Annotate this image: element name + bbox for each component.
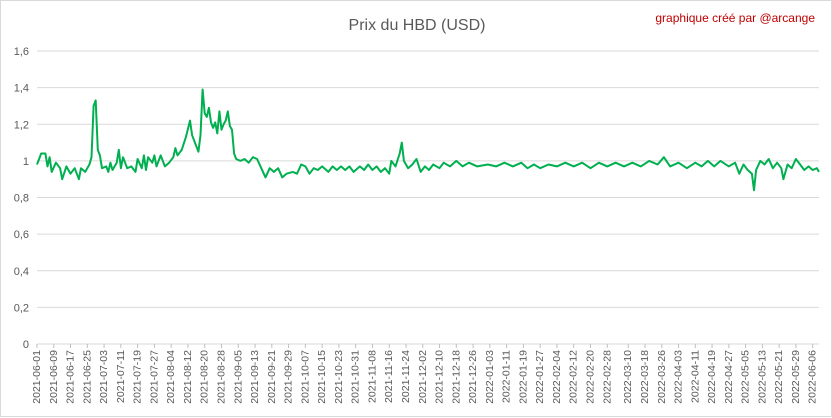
x-tick-label: 2021-09-05 (232, 350, 244, 404)
x-tick-label: 2021-07-03 (98, 350, 110, 404)
y-tick-label: 1 (23, 156, 29, 168)
x-tick-label: 2021-07-11 (115, 350, 127, 403)
chart-title: Prix du HBD (USD) (348, 17, 486, 34)
x-tick-label: 2022-02-04 (551, 350, 563, 404)
x-tick-label: 2022-04-03 (673, 350, 685, 404)
x-tick-label: 2021-10-15 (316, 350, 328, 404)
hbd-price-line (36, 88, 820, 192)
x-tick-label: 2021-11-16 (383, 350, 395, 403)
x-tick-label: 2022-01-27 (534, 350, 546, 404)
x-tick-label: 2022-02-20 (584, 350, 596, 404)
x-axis-ticks: 2021-06-01 2021-06-09 2021-06-17 2021-06-25… (31, 344, 819, 404)
y-tick-label: 0,6 (14, 229, 29, 241)
x-tick-label: 2022-03-10 (622, 350, 634, 404)
x-tick-label: 2022-05-05 (740, 350, 752, 404)
x-tick-label: 2022-02-12 (568, 350, 580, 404)
x-tick-label: 2021-12-02 (417, 350, 429, 404)
x-tick-label: 2022-03-18 (639, 350, 651, 404)
x-tick-label: 2021-08-04 (165, 350, 177, 404)
x-tick-label: 2022-05-13 (756, 350, 768, 404)
x-tick-label: 2021-06-25 (81, 350, 93, 404)
y-tick-label: 1,2 (14, 119, 29, 131)
x-tick-label: 2022-01-19 (517, 350, 529, 404)
x-tick-label: 2022-01-03 (484, 350, 496, 404)
x-tick-label: 2021-09-13 (249, 350, 261, 404)
x-tick-label: 2021-12-10 (434, 350, 446, 404)
x-tick-label: 2021-08-20 (199, 350, 211, 404)
x-tick-label: 2021-09-21 (266, 350, 278, 404)
x-tick-label: 2021-09-29 (283, 350, 295, 404)
x-tick-label: 2021-12-18 (450, 350, 462, 404)
y-tick-label: 0 (23, 339, 29, 351)
x-tick-label: 2022-04-27 (723, 350, 735, 404)
y-tick-label: 1,6 (14, 46, 29, 58)
x-tick-label: 2022-06-06 (807, 350, 819, 404)
x-tick-label: 2022-01-11 (501, 350, 513, 403)
x-tick-label: 2022-05-21 (773, 350, 785, 404)
x-tick-label: 2021-08-12 (182, 350, 194, 404)
x-tick-label: 2021-11-24 (400, 350, 412, 403)
chart-credit: graphique créé par @arcange (655, 11, 815, 25)
x-tick-label: 2022-02-28 (601, 350, 613, 404)
x-tick-label: 2021-06-09 (48, 350, 60, 404)
y-tick-label: 0,4 (14, 266, 29, 278)
x-tick-label: 2021-10-31 (350, 350, 362, 404)
y-tick-label: 0,2 (14, 302, 29, 314)
x-tick-label: 2021-10-23 (333, 350, 345, 404)
x-tick-label: 2021-06-01 (31, 350, 43, 404)
x-tick-label: 2022-03-26 (656, 350, 668, 404)
x-tick-label: 2021-06-17 (65, 350, 77, 404)
gridlines (37, 50, 819, 345)
x-tick-label: 2022-04-11 (689, 350, 701, 403)
x-tick-label: 2021-12-26 (467, 350, 479, 404)
series-layer (36, 88, 820, 192)
x-tick-label: 2022-04-19 (706, 350, 718, 404)
x-tick-label: 2021-10-07 (299, 350, 311, 404)
x-tick-label: 2021-11-08 (366, 350, 378, 403)
y-tick-label: 1,4 (14, 83, 29, 95)
x-tick-label: 2021-08-28 (215, 350, 227, 404)
x-tick-label: 2021-07-27 (148, 350, 160, 404)
y-tick-label: 0,8 (14, 193, 29, 205)
x-tick-label: 2022-05-29 (790, 350, 802, 404)
x-tick-label: 2021-07-19 (132, 350, 144, 404)
y-axis-ticks: 0 0,2 0,4 0,6 0,8 1 1,2 1,4 1,6 (14, 46, 29, 351)
